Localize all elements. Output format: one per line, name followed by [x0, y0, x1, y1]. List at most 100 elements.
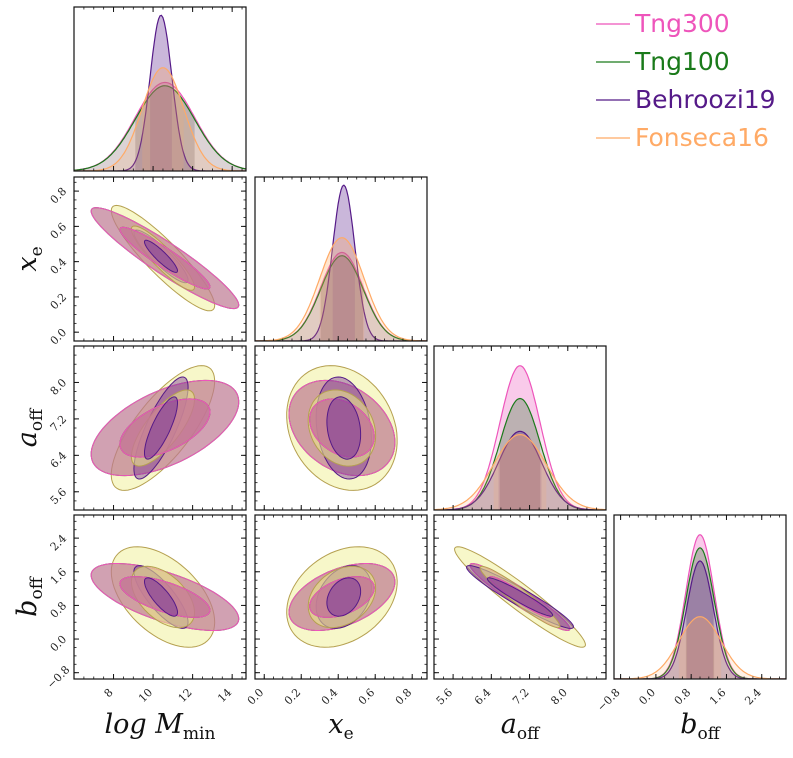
- y-tick-label-aoff: 5.6: [48, 486, 70, 508]
- axis-label-main: a: [501, 709, 517, 740]
- panel-ticks: [255, 346, 427, 510]
- marginal-band-Behroozi19: [498, 431, 542, 510]
- y-axis-label-boff: boff: [12, 575, 47, 617]
- y-axis-label-xe: xe: [12, 246, 47, 271]
- y-tick-label-boff: 0.8: [48, 599, 70, 621]
- panel-aoff-boff: [433, 514, 607, 680]
- x-tick-label-aoff: 8.0: [548, 686, 570, 708]
- panel-content: [286, 546, 398, 648]
- marginal-band-Tng100: [685, 547, 715, 679]
- marginal-curve-Fonseca16: [255, 237, 427, 341]
- y-tick-label-boff: −0.8: [44, 663, 72, 691]
- legend-label-Tng100: Tng100: [634, 47, 730, 76]
- x-tick-label-xe: 0.4: [319, 686, 341, 708]
- marginal-curve-Behroozi19: [255, 184, 427, 341]
- marginal-curve-Behroozi19: [614, 560, 786, 679]
- axis-label-sub: off: [517, 724, 541, 744]
- y-tick-label-xe: 0.0: [48, 326, 70, 348]
- x-axis-label-aoff: aoff: [501, 709, 541, 744]
- y-tick-label-aoff: 8.0: [48, 376, 70, 398]
- panel-logM-aoff: [73, 345, 247, 511]
- marginal-band-Behroozi19: [686, 560, 714, 679]
- panel-content: [434, 365, 606, 510]
- y-tick-label-xe: 0.4: [48, 255, 70, 277]
- marginal-curve-Behroozi19: [74, 14, 246, 171]
- axis-label-main: b: [680, 709, 697, 740]
- panel-frame: [73, 176, 247, 342]
- panel-logM-xe: [73, 176, 247, 342]
- y-tick-label-boff: 2.4: [48, 532, 70, 554]
- marginal-band-Tng300: [320, 252, 364, 341]
- panel-ticks: [74, 177, 246, 341]
- x-tick-label-logM: 12: [176, 686, 195, 705]
- marginal-curve-Tng100: [614, 547, 786, 679]
- contour-Behroozi19-1sigma: [326, 396, 362, 460]
- marginal-band-Tng100: [499, 398, 541, 510]
- contour-Behroozi19-1sigma: [144, 577, 178, 617]
- marginal-curve-Tng100: [74, 85, 246, 171]
- marginal-fill-Behroozi19: [614, 560, 786, 679]
- axis-label-sub: off: [27, 407, 47, 431]
- x-tick-label-aoff: 7.2: [510, 686, 532, 708]
- marginal-fill-Tng300: [614, 534, 786, 679]
- x-tick-label-boff: 1.6: [707, 686, 729, 708]
- marginal-fill-Fonseca16: [434, 434, 606, 510]
- marginal-fill-Tng100: [74, 85, 246, 171]
- axis-label-sub: min: [183, 724, 216, 744]
- axis-label-main: a: [12, 431, 43, 447]
- panel-frame: [73, 6, 247, 172]
- x-axis-label-logM: log Mmin: [105, 709, 216, 744]
- marginal-band-Fonseca16: [319, 237, 365, 341]
- panel-ticks: [255, 515, 427, 679]
- panel-ticks: [83, 7, 243, 171]
- marginal-band-Tng100: [320, 255, 364, 341]
- marginal-curve-Tng300: [614, 534, 786, 679]
- marginal-band-Tng300: [135, 82, 195, 171]
- x-tick-label-boff: 0.0: [636, 686, 658, 708]
- axis-label-main: log M: [105, 709, 185, 740]
- y-tick-label-boff: 0.0: [48, 633, 70, 655]
- panel-frame: [254, 176, 428, 342]
- panel-ticks: [434, 515, 606, 679]
- contour-Behroozi19-1sigma: [144, 396, 178, 460]
- axis-label-sub: e: [344, 724, 354, 744]
- marginal-band-Tng300: [685, 534, 715, 679]
- panel-aoff: [433, 345, 607, 511]
- marginal-band-Tng100: [135, 85, 195, 171]
- y-tick-label-xe: 0.8: [48, 185, 70, 207]
- panel-xe: [254, 176, 428, 342]
- panel-ticks: [443, 346, 597, 510]
- panel-logM-boff: [73, 514, 247, 680]
- legend-label-Tng300: Tng300: [634, 9, 730, 38]
- marginal-band-Behroozi19: [150, 15, 172, 171]
- marginal-fill-Fonseca16: [74, 67, 246, 171]
- marginal-band-Behroozi19: [332, 185, 355, 341]
- x-axis-label-boff: boff: [680, 709, 722, 744]
- x-tick-label-logM: 10: [136, 686, 155, 705]
- contour-Behroozi19-1sigma: [486, 577, 554, 617]
- panel-boff: [613, 514, 787, 680]
- panel-content: [90, 204, 240, 312]
- panel-xe-boff: [254, 514, 428, 680]
- x-axis-label-xe: xe: [328, 709, 353, 744]
- panel-ticks: [74, 346, 246, 510]
- panel-xe-aoff: [254, 345, 428, 511]
- panel-content: [90, 365, 240, 491]
- marginal-curve-Tng100: [255, 255, 427, 341]
- panel-content: [255, 184, 427, 341]
- axis-label-sub: e: [27, 246, 47, 256]
- marginal-curve-Fonseca16: [614, 616, 786, 679]
- contour-Behroozi19-1sigma: [326, 577, 362, 617]
- axis-label-sub: off: [27, 575, 47, 599]
- x-tick-label-boff: 0.8: [672, 686, 694, 708]
- x-tick-label-xe: 0.8: [393, 686, 415, 708]
- y-tick-label-boff: 1.6: [48, 566, 70, 588]
- x-tick-label-xe: 0.0: [245, 686, 267, 708]
- legend-label-Fonseca16: Fonseca16: [635, 123, 769, 152]
- x-tick-label-aoff: 6.4: [472, 686, 494, 708]
- marginal-fill-Tng300: [255, 252, 427, 341]
- marginal-curve-Fonseca16: [434, 433, 606, 510]
- marginal-band-Fonseca16: [678, 616, 722, 679]
- x-tick-label-logM: 8: [102, 686, 116, 700]
